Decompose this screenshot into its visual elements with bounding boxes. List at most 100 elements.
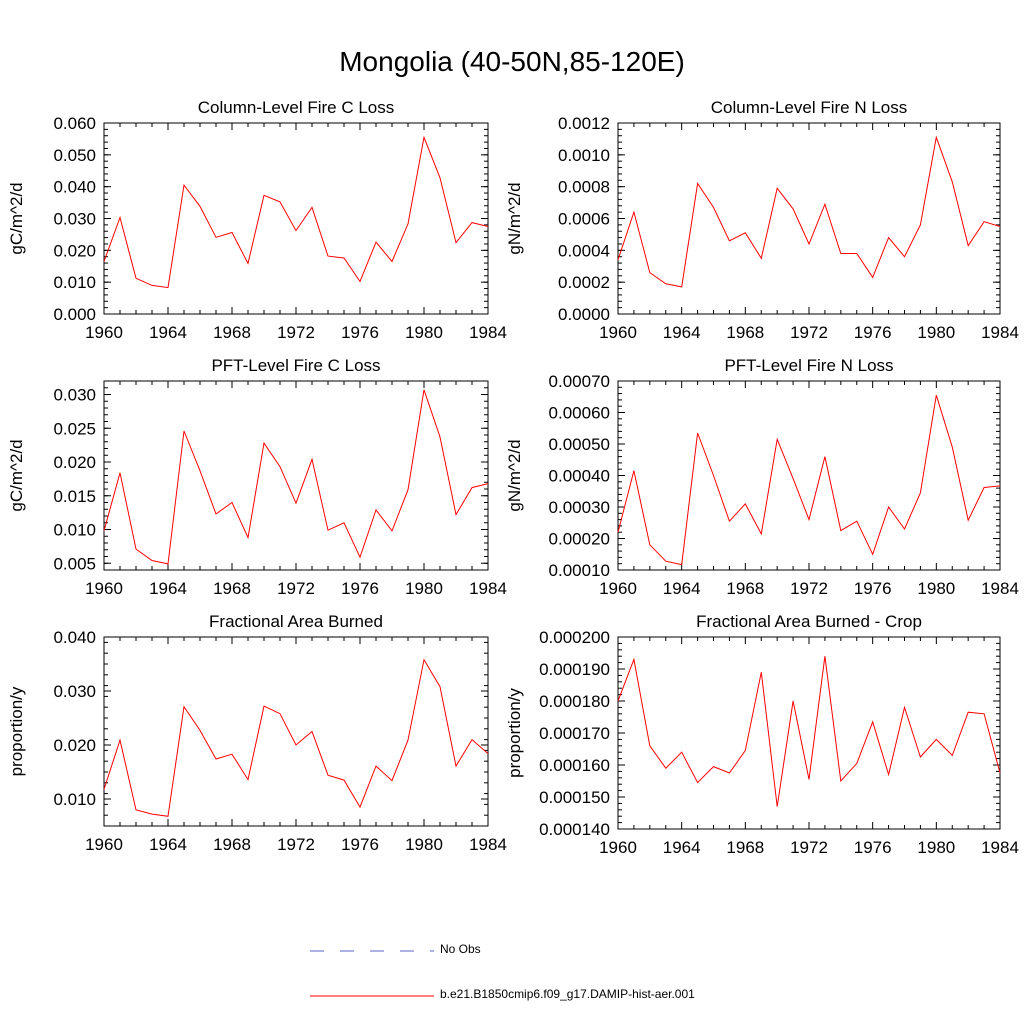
y-tick-label: 0.040	[53, 178, 96, 197]
x-tick-label: 1964	[663, 838, 701, 857]
x-tick-label: 1972	[790, 838, 828, 857]
x-tick-label: 1964	[663, 323, 701, 342]
legend-model-swatch	[310, 995, 434, 997]
x-tick-label: 1984	[469, 579, 507, 598]
y-tick-label: 0.00040	[549, 467, 610, 486]
x-tick-label: 1964	[663, 579, 701, 598]
y-tick-label: 0.00050	[549, 435, 610, 454]
x-tick-label: 1980	[405, 579, 443, 598]
panel-title: PFT-Level Fire C Loss	[211, 356, 380, 375]
y-tick-label: 0.0010	[558, 146, 610, 165]
x-tick-label: 1984	[469, 835, 507, 854]
y-tick-label: 0.000170	[539, 724, 610, 743]
x-tick-label: 1984	[981, 579, 1019, 598]
y-tick-label: 0.010	[53, 521, 96, 540]
y-tick-label: 0.010	[53, 790, 96, 809]
y-tick-label: 0.020	[53, 736, 96, 755]
panel-title: PFT-Level Fire N Loss	[724, 356, 893, 375]
y-tick-label: 0.000190	[539, 660, 610, 679]
y-tick-label: 0.0012	[558, 114, 610, 133]
y-tick-label: 0.0008	[558, 178, 610, 197]
y-tick-label: 0.000150	[539, 788, 610, 807]
x-tick-label: 1984	[981, 838, 1019, 857]
x-tick-label: 1972	[277, 323, 315, 342]
x-tick-label: 1968	[726, 323, 764, 342]
panel-title: Column-Level Fire C Loss	[198, 98, 395, 117]
x-tick-label: 1960	[85, 323, 123, 342]
figure-title: Mongolia (40-50N,85-120E)	[339, 46, 685, 77]
x-tick-label: 1964	[149, 835, 187, 854]
panel-title: Column-Level Fire N Loss	[711, 98, 908, 117]
plot-frame	[617, 636, 1001, 830]
legend-model-label: b.e21.B1850cmip6.f09_g17.DAMIP-hist-aer.…	[440, 987, 695, 1001]
plot-frame	[103, 636, 489, 827]
x-tick-label: 1972	[277, 579, 315, 598]
x-tick-label: 1984	[469, 323, 507, 342]
y-tick-label: 0.00060	[549, 404, 610, 423]
y-tick-label: 0.000	[53, 305, 96, 324]
x-tick-label: 1976	[341, 835, 379, 854]
y-axis-label: gN/m^2/d	[505, 182, 524, 254]
x-tick-label: 1968	[726, 579, 764, 598]
y-tick-label: 0.00030	[549, 498, 610, 517]
x-tick-label: 1976	[854, 323, 892, 342]
y-tick-label: 0.040	[53, 628, 96, 647]
series-line	[103, 135, 489, 289]
x-tick-label: 1972	[277, 835, 315, 854]
y-tick-label: 0.000200	[539, 628, 610, 647]
y-tick-label: 0.000140	[539, 820, 610, 839]
x-tick-label: 1960	[599, 579, 637, 598]
x-tick-label: 1980	[405, 323, 443, 342]
x-tick-label: 1980	[917, 579, 955, 598]
series-line	[617, 135, 1001, 288]
y-axis-label: proportion/y	[7, 686, 26, 776]
panel-title: Fractional Area Burned	[209, 612, 383, 631]
y-tick-label: 0.0006	[558, 210, 610, 229]
x-tick-label: 1980	[917, 323, 955, 342]
y-tick-label: 0.0002	[558, 273, 610, 292]
y-tick-label: 0.00070	[549, 372, 610, 391]
y-tick-label: 0.0000	[558, 305, 610, 324]
plot-frame	[103, 122, 489, 315]
y-tick-label: 0.0004	[558, 241, 610, 260]
y-axis-label: gN/m^2/d	[505, 439, 524, 511]
panel-title: Fractional Area Burned - Crop	[696, 612, 922, 631]
y-tick-label: 0.000160	[539, 756, 610, 775]
y-tick-label: 0.010	[53, 273, 96, 292]
plot-frame	[617, 380, 1001, 571]
y-axis-label: proportion/y	[505, 688, 524, 778]
y-tick-label: 0.015	[53, 487, 96, 506]
y-tick-label: 0.000180	[539, 692, 610, 711]
y-tick-label: 0.020	[53, 241, 96, 260]
x-tick-label: 1972	[790, 579, 828, 598]
y-tick-label: 0.030	[53, 386, 96, 405]
x-tick-label: 1964	[149, 579, 187, 598]
x-tick-label: 1976	[341, 323, 379, 342]
legend-obs-label: No Obs	[440, 942, 481, 956]
y-tick-label: 0.020	[53, 453, 96, 472]
legend-obs-swatch	[310, 950, 434, 952]
x-tick-label: 1976	[854, 579, 892, 598]
y-tick-label: 0.00020	[549, 530, 610, 549]
x-tick-label: 1960	[85, 835, 123, 854]
x-tick-label: 1976	[341, 579, 379, 598]
x-tick-label: 1968	[213, 579, 251, 598]
series-line	[617, 395, 1001, 566]
y-tick-label: 0.025	[53, 419, 96, 438]
x-tick-label: 1972	[790, 323, 828, 342]
y-tick-label: 0.00010	[549, 561, 610, 580]
x-tick-label: 1960	[599, 323, 637, 342]
y-tick-label: 0.030	[53, 682, 96, 701]
series-line	[617, 656, 1001, 807]
series-line	[103, 658, 489, 817]
y-tick-label: 0.005	[53, 554, 96, 573]
x-tick-label: 1980	[917, 838, 955, 857]
series-line	[103, 389, 489, 565]
x-tick-label: 1968	[213, 323, 251, 342]
x-tick-label: 1968	[726, 838, 764, 857]
x-tick-label: 1976	[854, 838, 892, 857]
x-tick-label: 1968	[213, 835, 251, 854]
x-tick-label: 1984	[981, 323, 1019, 342]
y-tick-label: 0.030	[53, 210, 96, 229]
